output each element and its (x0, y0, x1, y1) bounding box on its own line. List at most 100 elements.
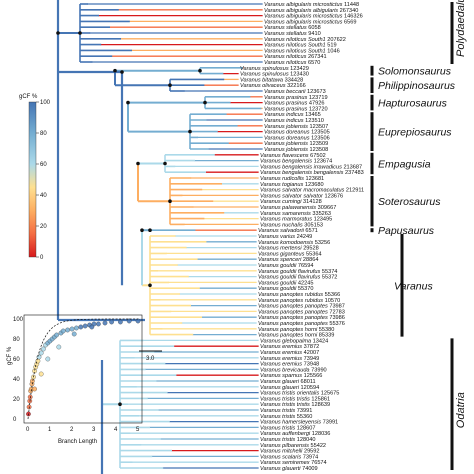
tip-species: Varanus salvator salvator (260, 193, 324, 199)
tip-species: Varanus panoptes panoptes (258, 309, 329, 315)
tip-species: Varanus glaueri (260, 385, 301, 391)
tip-id: 123674 (314, 159, 333, 165)
tip-species: Varanus gouldii flavirufus (258, 269, 322, 275)
tip-id: 9410 (308, 31, 320, 37)
tip-id: 213687 (343, 164, 362, 170)
legend-tick-label: 40 (40, 193, 47, 199)
tip-id: 123430 (290, 72, 309, 78)
scale-bar: 3.0 (139, 350, 162, 362)
inset-point (74, 325, 79, 331)
tip-label: Varanus tristis tristis 125861 (260, 396, 330, 402)
tip-label: Varanus glebopalma 13424 (260, 338, 328, 344)
tip-label: Varanus flavescens 67502 (260, 153, 326, 159)
tip-species: Varanus auffenbergi (260, 431, 312, 437)
tip-label: Varanus sparnus 125566 (260, 373, 322, 379)
tip-id: 6058 (308, 25, 320, 31)
tip-id: 314128 (303, 199, 322, 205)
tip-label: Varanus scalaris 73974 (260, 454, 318, 460)
tip-id: 13424 (313, 338, 329, 344)
inset-point (96, 321, 101, 327)
tip-id: 73987 (329, 304, 345, 310)
inset-point (56, 344, 62, 350)
tip-label: Varanus komodoensis 53256 (258, 240, 330, 246)
clade-label: Polydaedalus (455, 0, 467, 57)
tip-id: 55370 (298, 286, 314, 292)
inset-xtick-label: 0 (26, 427, 30, 433)
tip-label: Varanus varius 24249 (258, 234, 312, 240)
clade-label: Philippinosaurus (378, 80, 456, 92)
tip-label: Varanus albigularis microstictus 146326 (264, 14, 363, 20)
tip-id: 123719 (309, 95, 328, 101)
tip-species: Varanus beccarii (264, 89, 307, 95)
inset-point (38, 371, 44, 377)
tip-label: Varanus tristis orientalis 125675 (260, 391, 339, 397)
tip-label: Varanus tristis 128607 (260, 425, 315, 431)
tip-id: 55376 (329, 321, 345, 327)
tip-species: Varanus tristis (260, 425, 297, 431)
tip-id: 55372 (322, 275, 338, 281)
tip-label: Varanus tristis 73991 (260, 408, 312, 414)
clade-label: Solomonsaurus (378, 66, 452, 78)
tip-species: Varanus jobiensis (264, 141, 310, 147)
inset-point (45, 356, 51, 362)
tip-id: 72783 (329, 309, 345, 315)
tip-id: 123680 (305, 182, 324, 188)
tip-id: 237483 (345, 170, 364, 176)
tip-species: Varanus albigularis microstictus (264, 19, 344, 25)
inset-ytick-label: 0 (13, 417, 17, 423)
tip-label: Varanus salvator macromaculatus 212911 (260, 188, 364, 194)
legend-color-bar (28, 101, 37, 258)
tip-species: Varanus glebopalma (260, 338, 313, 344)
clade-label: Empagusia (378, 159, 431, 171)
tip-species: Varanus spinulosus (240, 66, 290, 72)
tip-label: Varanus rudicollis 123681 (260, 176, 324, 182)
tip-label: Varanus eremius 37872 (260, 344, 319, 350)
tree-node (148, 228, 152, 232)
tip-id: 47926 (309, 101, 325, 107)
tip-id: 125675 (321, 391, 340, 397)
tip-species: Varanus cumingi (260, 199, 303, 205)
tip-id: 85339 (319, 333, 335, 339)
tip-id: 207622 (327, 37, 346, 43)
tip-label: Varanus indicus 13465 (264, 112, 321, 118)
tip-label: Varanus glaueri 120594 (260, 385, 319, 391)
tip-species: Varanus glauerti (260, 466, 302, 472)
legend-tick-label: 100 (40, 100, 51, 106)
tip-species: Varanus niloticus South1 (264, 37, 327, 43)
tip-id: 123510 (305, 118, 324, 124)
inset-xtick-label: 4 (114, 427, 118, 433)
tip-species: Varanus hamersleyensis (260, 420, 323, 426)
tip-label: Varanus brevicauda 73990 (260, 367, 327, 373)
inset-point (32, 386, 37, 392)
inset-xtick-label: 1 (48, 427, 52, 433)
tip-id: 74009 (302, 466, 318, 472)
tip-id: 73991 (323, 420, 339, 426)
tip-label: Varanus eremius 73948 (260, 362, 319, 368)
tip-id: 322166 (287, 83, 306, 89)
tip-label: Varanus marmoratus 123495 (260, 217, 332, 223)
tip-species: Varanus tristis (260, 408, 297, 414)
inset-xlabel: Branch Length (58, 439, 97, 445)
tip-species: Varanus giganteus (258, 251, 306, 257)
tree-node (140, 228, 144, 232)
tree-node (168, 199, 172, 203)
inset-fit-curve (27, 318, 138, 420)
tip-label: Varanus prasinus 123720 (264, 106, 328, 112)
tip-species: Varanus samarensis (260, 211, 312, 217)
legend-tick-label: 20 (40, 224, 47, 230)
tree-node (56, 31, 60, 35)
tip-id: 6571 (305, 228, 317, 234)
tip-label: Varanus prasinus 123719 (264, 95, 328, 101)
tip-species: Varanus mertensi (258, 246, 303, 252)
tip-species: Varanus salvator macromaculatus (260, 188, 346, 194)
tree-node (188, 129, 192, 134)
tip-label: Varanus albigularis microstictus 11448 (264, 2, 359, 8)
tip-species: Varanus jobiensis (264, 147, 310, 153)
tip-label: Varanus panoptes panoptes 55376 (258, 321, 345, 327)
tip-id: 42007 (304, 350, 320, 356)
inset-point (71, 331, 77, 337)
tip-label: Varanus panoptes rubidus 10570 (258, 298, 340, 304)
tip-species: Varanus glaueri (260, 379, 301, 385)
tip-id: 11448 (344, 2, 359, 8)
